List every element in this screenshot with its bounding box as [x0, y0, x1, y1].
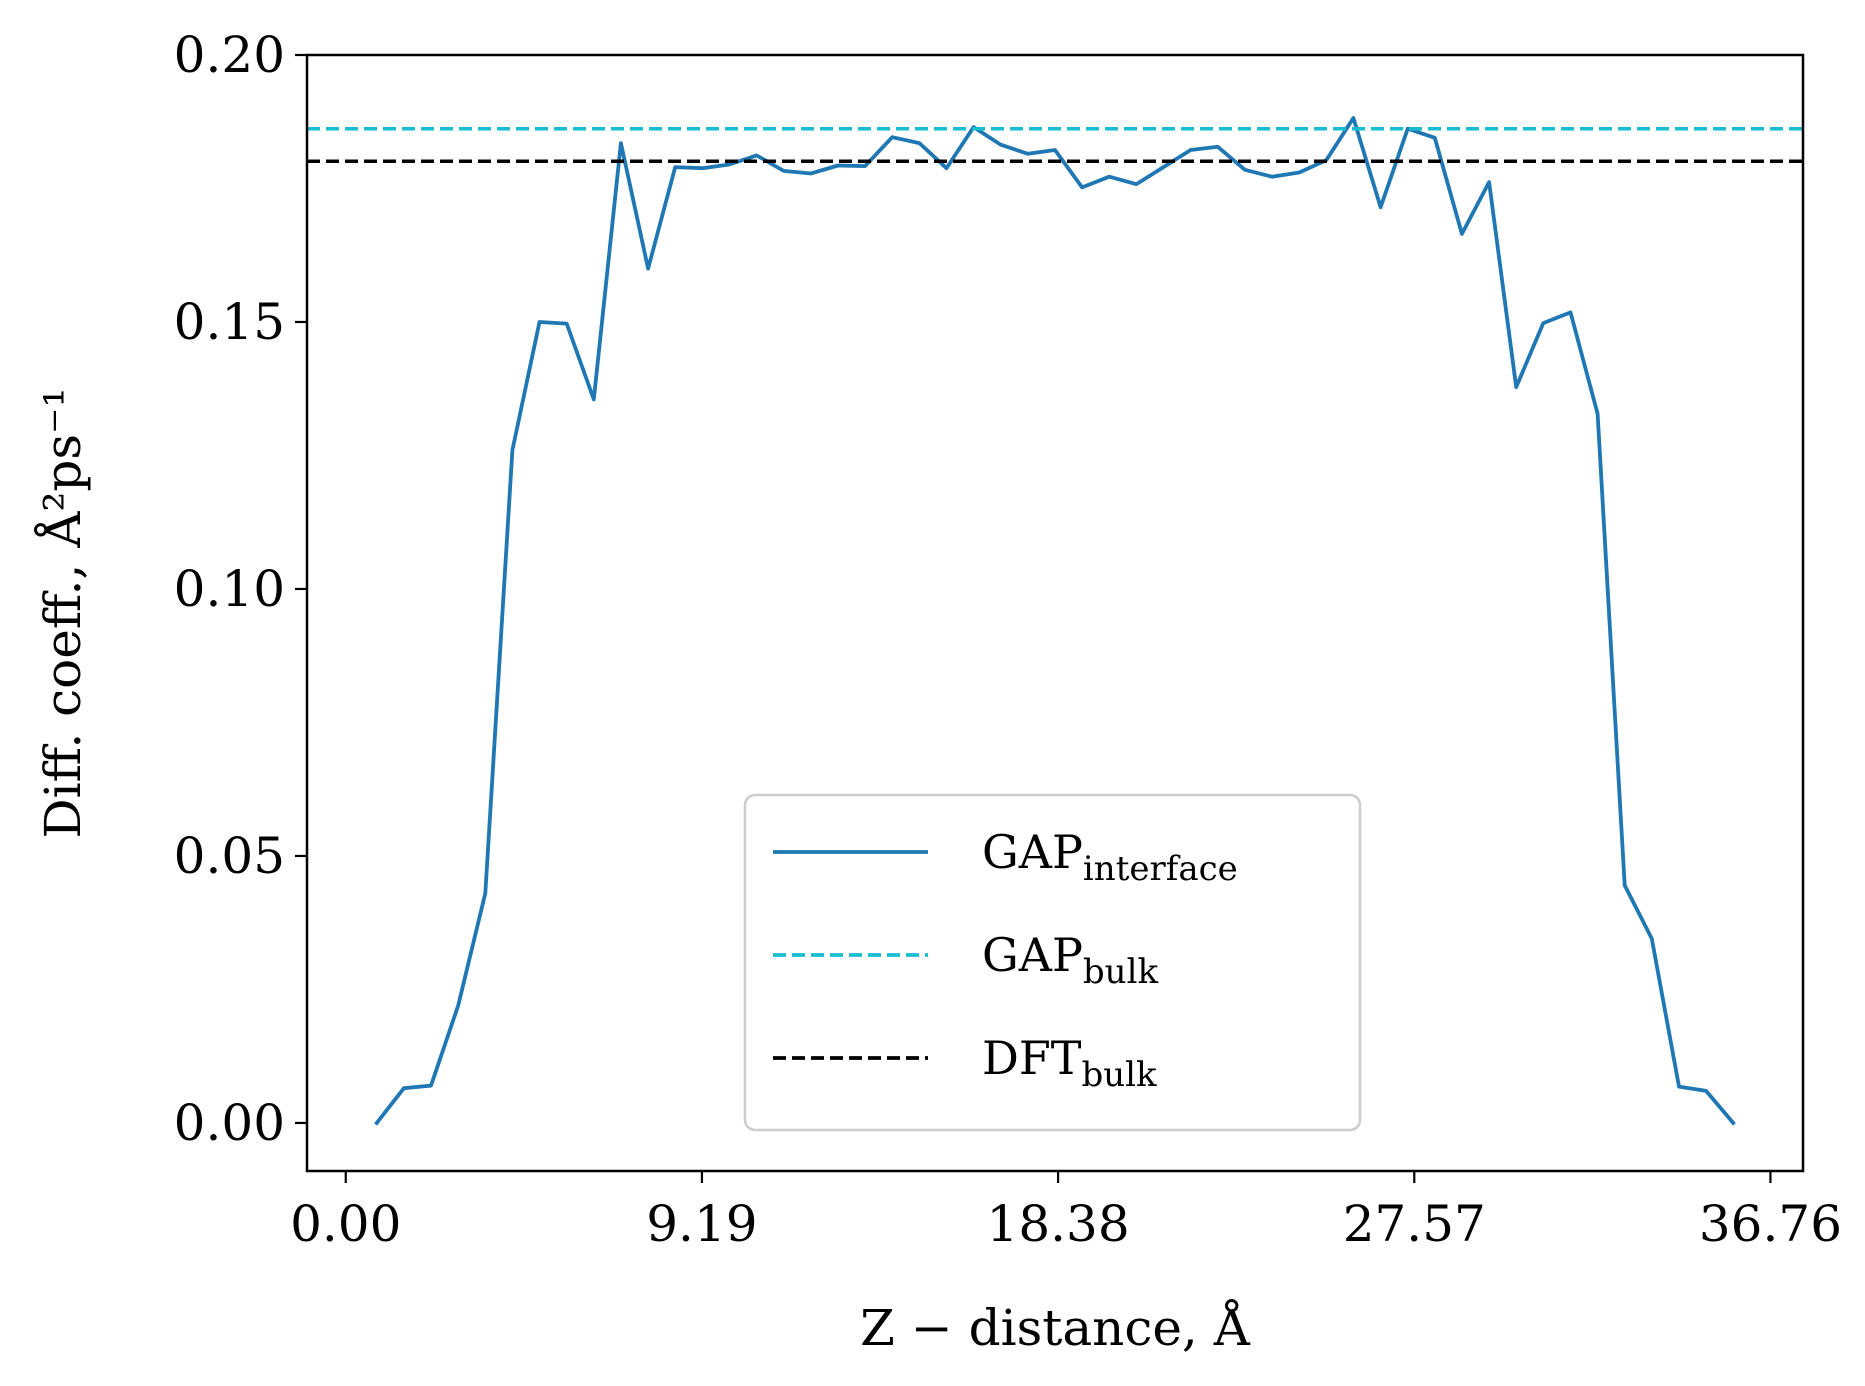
x-tick-label: 9.19: [646, 1195, 757, 1253]
x-tick-label: 18.38: [987, 1195, 1130, 1253]
legend-label: GAPbulk: [982, 928, 1158, 992]
x-tick-label: 0.00: [290, 1195, 401, 1253]
plot-area: [307, 116, 1803, 1126]
x-axis-label: Z − distance, Å: [860, 1298, 1251, 1357]
x-tick-label: 27.57: [1343, 1195, 1486, 1253]
axes-frame: [305, 53, 1805, 1173]
y-tick-label: 0.10: [174, 560, 285, 618]
y-axis: 0.00 0.05 0.10 0.15 0.20: [174, 26, 307, 1152]
y-axis-label: Diff. coeff., Å²ps⁻¹: [33, 388, 92, 839]
y-tick-label: 0.00: [174, 1094, 285, 1152]
x-tick-label: 36.76: [1699, 1195, 1842, 1253]
y-tick-label: 0.05: [174, 827, 285, 885]
y-tick-label: 0.20: [174, 26, 285, 84]
y-tick-label: 0.15: [174, 293, 285, 351]
series-line-gap-interface: [374, 116, 1736, 1126]
legend-label: DFTbulk: [982, 1031, 1157, 1095]
legend-box: [743, 793, 1362, 1132]
legend-label: GAPinterface: [982, 825, 1238, 889]
x-axis: 0.00 9.19 18.38 27.57 36.76: [290, 1171, 1842, 1253]
legend: GAPinterface GAPbulk DFTbulk: [743, 793, 1362, 1132]
